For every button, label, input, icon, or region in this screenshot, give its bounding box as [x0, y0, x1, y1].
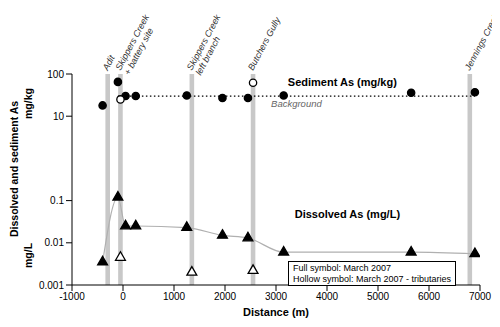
- svg-text:1000: 1000: [163, 291, 186, 302]
- html-text:Full symbol: March 2007: Full symbol: March 2007: [293, 263, 391, 273]
- svg-text:Background: Background: [271, 98, 322, 109]
- svg-text:0.001: 0.001: [39, 280, 64, 291]
- svg-text:0.01: 0.01: [45, 237, 65, 248]
- svg-text:Skippers Creek+ battery site: Skippers Creek+ battery site: [113, 12, 160, 76]
- svg-text:2000: 2000: [214, 291, 237, 302]
- svg-text:100: 100: [47, 69, 64, 80]
- svg-text:-1000: -1000: [59, 291, 85, 302]
- svg-text:0: 0: [120, 291, 126, 302]
- svg-text:Jennings Creek: Jennings Creek: [462, 12, 492, 73]
- svg-text:0.1: 0.1: [50, 195, 64, 206]
- html-text:Hollow symbol: March 2007 - tr: Hollow symbol: March 2007 - tributaries: [293, 273, 452, 284]
- svg-text:10: 10: [53, 111, 65, 122]
- svg-text:Dissolved As (mg/L): Dissolved As (mg/L): [295, 208, 401, 220]
- svg-text:mg/L: mg/L: [22, 242, 34, 268]
- svg-text:7000: 7000: [469, 291, 492, 302]
- svg-text:Distance (m): Distance (m): [243, 306, 309, 318]
- svg-text:3000: 3000: [265, 291, 288, 302]
- svg-text:4000: 4000: [316, 291, 339, 302]
- svg-text:Sediment As (mg/kg): Sediment As (mg/kg): [288, 76, 397, 88]
- svg-text:5000: 5000: [367, 291, 390, 302]
- svg-text:6000: 6000: [418, 291, 441, 302]
- svg-text:Dissolved and sediment As: Dissolved and sediment As: [8, 101, 20, 237]
- svg-text:mg/kg: mg/kg: [22, 88, 34, 119]
- svg-text:Adit: Adit: [100, 53, 117, 73]
- svg-text:Skippers Creekleft branch: Skippers Creekleft branch: [185, 12, 232, 76]
- svg-text:Butchers Gully: Butchers Gully: [246, 15, 283, 72]
